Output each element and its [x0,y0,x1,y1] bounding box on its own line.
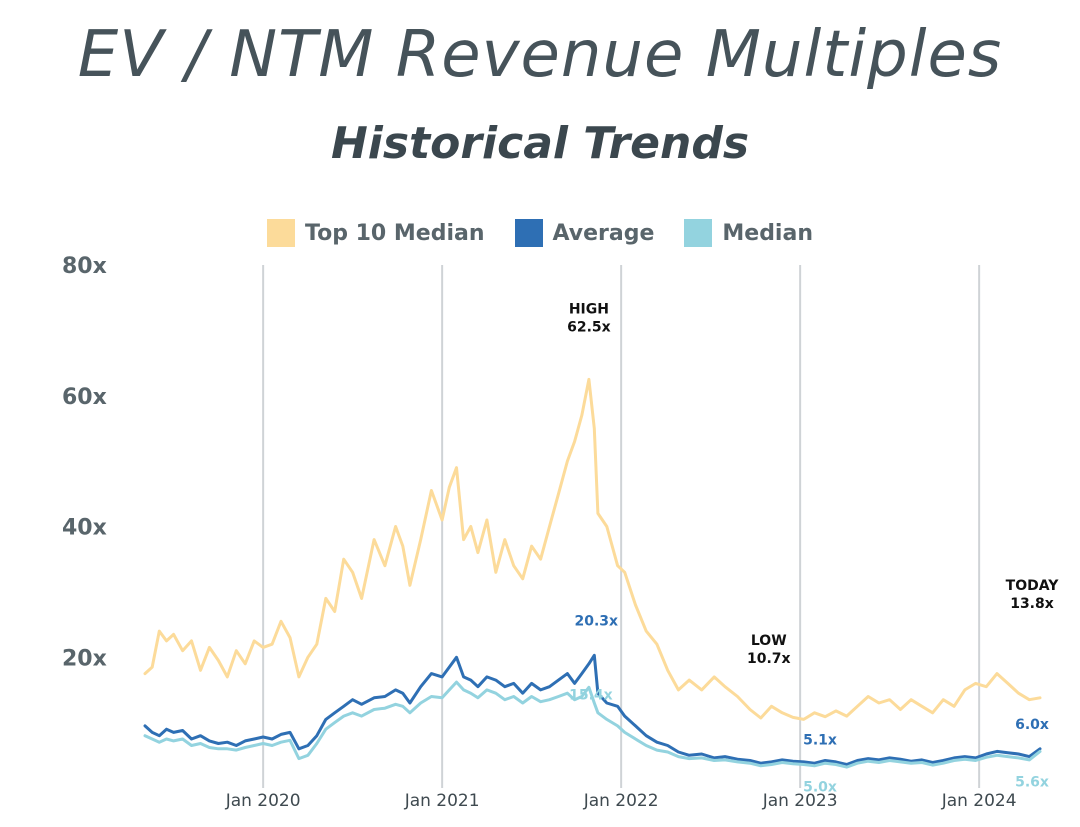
x-tick-label-2: Jan 2022 [583,791,659,811]
annotation-label-0: HIGH [569,301,609,317]
legend-swatch-average [514,219,543,247]
x-tick-label-4: Jan 2024 [941,791,1017,811]
y-tick-label-0: 80x [62,254,107,279]
x-tick-label-1: Jan 2021 [404,791,480,811]
series-line-median [143,680,1042,769]
series-line-average [143,653,1042,766]
chart-legend: Top 10 Median Average Median [0,216,1080,250]
annotation-value-7: 6.0x [1015,717,1049,733]
chart-title: EV / NTM Revenue Multiples [77,18,1003,92]
annotation-value-0: 62.5x [567,319,611,335]
legend-item-top10-median: Top 10 Median [267,216,485,250]
annotation-value-3: 10.7x [747,651,791,667]
legend-label-top10-median: Top 10 Median [305,220,485,246]
annotation-value-4: 5.1x [803,733,837,749]
legend-item-average: Average [514,216,655,250]
annotation-value-5: 5.0x [803,779,837,795]
annotation-value-2: 15.4x [569,687,613,703]
y-tick-label-3: 20x [62,646,107,671]
annotation-value-1: 20.3x [575,613,619,629]
legend-swatch-median [684,219,713,247]
y-tick-label-1: 60x [62,385,107,410]
annotation-value-8: 5.6x [1015,774,1049,790]
y-tick-label-2: 40x [62,516,107,541]
legend-label-median: Median [722,220,813,246]
chart-subtitle: Historical Trends [330,118,750,169]
annotation-label-6: TODAY [1006,578,1060,594]
legend-swatch-top10-median [267,219,295,247]
x-tick-label-3: Jan 2023 [762,791,838,811]
annotation-label-3: LOW [751,633,787,649]
series-line-top10-median [143,377,1042,721]
annotation-value-6: 13.8x [1010,596,1054,612]
x-tick-label-0: Jan 2020 [225,791,301,811]
legend-label-average: Average [552,220,655,246]
legend-item-median: Median [684,216,813,250]
